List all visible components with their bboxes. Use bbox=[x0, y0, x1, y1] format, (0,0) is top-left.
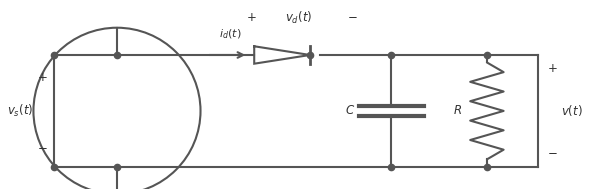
Text: −: − bbox=[548, 147, 558, 160]
Text: −: − bbox=[348, 11, 357, 24]
Text: +: + bbox=[548, 61, 558, 74]
Text: $v_d(t)$: $v_d(t)$ bbox=[285, 10, 313, 26]
Text: $i_d(t)$: $i_d(t)$ bbox=[219, 28, 242, 41]
Text: $v(t)$: $v(t)$ bbox=[561, 103, 583, 118]
Text: $v_s(t)$: $v_s(t)$ bbox=[7, 103, 34, 119]
Text: −: − bbox=[37, 142, 47, 155]
Text: $R$: $R$ bbox=[452, 104, 461, 118]
Text: $C$: $C$ bbox=[345, 104, 355, 118]
Text: +: + bbox=[37, 71, 47, 84]
Text: +: + bbox=[246, 11, 256, 24]
